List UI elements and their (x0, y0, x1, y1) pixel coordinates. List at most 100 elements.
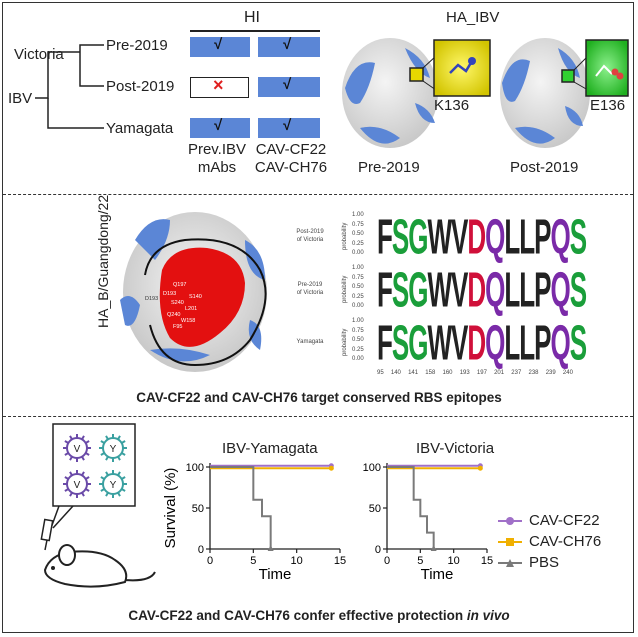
virus-letter: V (74, 444, 81, 455)
logo-residue: F (377, 261, 393, 318)
logo-lineage-line2: of Victoria (296, 237, 324, 243)
chart-title-victoria: IBV-Victoria (416, 440, 495, 457)
logo-y-axis-label: probability (342, 222, 348, 250)
epitope-label: D193 (145, 296, 159, 302)
logo-residue: S (569, 261, 587, 318)
logo-lineage-line2: of Victoria (296, 290, 324, 296)
logo-residue: S (391, 208, 409, 265)
legend-swatch (498, 516, 522, 525)
series-marker (477, 465, 483, 471)
structure-label-post2019: Post-2019 (510, 159, 579, 176)
tree-leaf-post2019: Post-2019 (106, 78, 175, 95)
legend-item: PBS (497, 552, 601, 573)
y-tick-label: 0 (198, 544, 204, 556)
logo-position-label: 237 (511, 370, 522, 376)
x-tick-label: 15 (334, 555, 346, 567)
logo-residue: Q (485, 314, 505, 371)
legend-swatch (498, 537, 522, 546)
col-label-cav: CAV-CF22 CAV-CH76 (246, 141, 336, 177)
structure-label-pre2019: Pre-2019 (358, 159, 420, 176)
logo-residue: W (427, 261, 452, 318)
virus-particles: V Y V Y (63, 434, 127, 498)
logo-residue: L (519, 314, 535, 371)
check-icon: √ (283, 117, 292, 134)
logo-residue: P (534, 314, 551, 371)
hi-cell-prev-pre (190, 37, 250, 57)
logo-residue: V (451, 314, 468, 371)
x-tick-label: 0 (207, 555, 213, 567)
logo-y-tick: 0.00 (352, 356, 364, 362)
vertical-label-ha: HA_B/Guangdong/22 (95, 194, 111, 328)
chart-title-yamagata: IBV-Yamagata (222, 440, 318, 457)
logo-y-axis-label: probability (342, 328, 348, 356)
logo-residue: V (451, 261, 468, 318)
logo-residue: G (408, 208, 428, 265)
mouse-infection-illustration: V Y V Y (40, 423, 156, 588)
virus-icon: Y (99, 434, 127, 462)
virus-letter: Y (110, 444, 117, 455)
logo-y-tick: 0.75 (352, 274, 364, 281)
logo-position-label: 238 (528, 370, 539, 376)
tree-lineage-victoria: Victoria (14, 46, 64, 63)
col-label-prev-line2: mAbs (197, 159, 237, 176)
divider-2 (3, 416, 633, 417)
mouse-icon (43, 544, 156, 588)
epitope-structure-render (120, 212, 267, 372)
epitope-label: Q197 (173, 282, 187, 288)
x-tick-label: 5 (250, 555, 256, 567)
logo-residue: G (408, 314, 428, 371)
divider-1 (3, 194, 633, 195)
check-icon: √ (283, 76, 292, 93)
survival-chart-yamagata: 0 50 100 0 5 10 15 Time Survival (%) (162, 462, 346, 583)
y-tick-label: 100 (363, 462, 381, 474)
logo-y-tick: 0.75 (352, 221, 364, 228)
epitope-label: S140 (189, 294, 202, 300)
hi-cell-prev-yam (190, 118, 250, 138)
ha-pre2019-surface (342, 38, 491, 148)
virus-icon: V (63, 434, 91, 462)
logo-residue: D (467, 314, 486, 371)
logo-positions: 95 140 141 158 160 193 197 201 237 238 239 240 (377, 370, 573, 376)
logo-y-tick: 0.50 (352, 231, 364, 237)
y-axis-label: Survival (%) (162, 468, 179, 549)
logo-y-tick: 1.00 (352, 265, 364, 271)
logo-position-label: 239 (545, 370, 556, 376)
check-icon: √ (214, 36, 223, 53)
tree-leaf-pre2019: Pre-2019 (106, 37, 168, 54)
x-tick-label: 5 (417, 555, 423, 567)
logo-residue: P (534, 261, 551, 318)
col-label-cav-line2: CAV-CH76 (254, 159, 328, 176)
logo-residue: Q (550, 314, 571, 371)
residue-label-e136: E136 (590, 97, 626, 114)
legend-item: CAV-CH76 (497, 531, 601, 552)
hi-header-rule (190, 30, 320, 32)
logo-lineage-label: Pre-2019 of Victoria (280, 281, 340, 297)
logo-position-label: 140 (390, 370, 401, 376)
logo-residue: S (569, 314, 587, 371)
virus-icon: V (63, 470, 91, 498)
logo-position-label: 240 (562, 370, 573, 376)
virus-letter: V (74, 480, 81, 491)
logo-y-tick: 0.00 (352, 303, 364, 309)
logo-y-tick: 0.25 (352, 240, 364, 247)
logo-y-tick: 0.50 (352, 284, 364, 290)
x-tick-label: 10 (448, 555, 460, 567)
legend-item: CAV-CF22 (497, 510, 601, 531)
logo-residue: F (377, 208, 393, 265)
epitope-residue-labels: D193 Q197 D193 S240 L201 Q240 W158 F95 S… (145, 258, 265, 338)
ha-post2019-surface (500, 38, 629, 148)
epitope-label: S240 (171, 300, 184, 306)
ha-ibv-title: HA_IBV (446, 9, 500, 26)
epitope-label: Q240 (167, 312, 181, 318)
series-marker (430, 545, 437, 551)
cross-icon: × (213, 75, 224, 95)
logo-lineage-label: Post-2019 of Victoria (280, 228, 340, 244)
logo-lineage-line1: Post-2019 (296, 229, 324, 235)
logo-lineage-line1: Pre-2019 (297, 282, 323, 288)
col-label-prev-mabs: Prev.IBV mAbs (172, 141, 262, 177)
logo-residue: G (408, 261, 428, 318)
